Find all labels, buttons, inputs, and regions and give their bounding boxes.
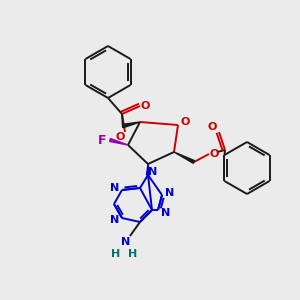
Text: N: N bbox=[161, 208, 171, 218]
Text: F: F bbox=[98, 134, 106, 146]
Text: O: O bbox=[207, 122, 217, 132]
Polygon shape bbox=[123, 122, 140, 128]
Text: N: N bbox=[165, 188, 175, 198]
Text: O: O bbox=[209, 149, 219, 159]
Text: H: H bbox=[128, 249, 138, 259]
Polygon shape bbox=[146, 164, 149, 175]
Text: N: N bbox=[148, 167, 158, 177]
Polygon shape bbox=[174, 152, 195, 163]
Text: N: N bbox=[122, 237, 130, 247]
Polygon shape bbox=[110, 139, 128, 145]
Text: N: N bbox=[110, 215, 120, 225]
Text: N: N bbox=[110, 183, 120, 193]
Text: O: O bbox=[140, 101, 150, 111]
Text: H: H bbox=[111, 249, 121, 259]
Text: O: O bbox=[180, 117, 190, 127]
Text: O: O bbox=[115, 132, 125, 142]
